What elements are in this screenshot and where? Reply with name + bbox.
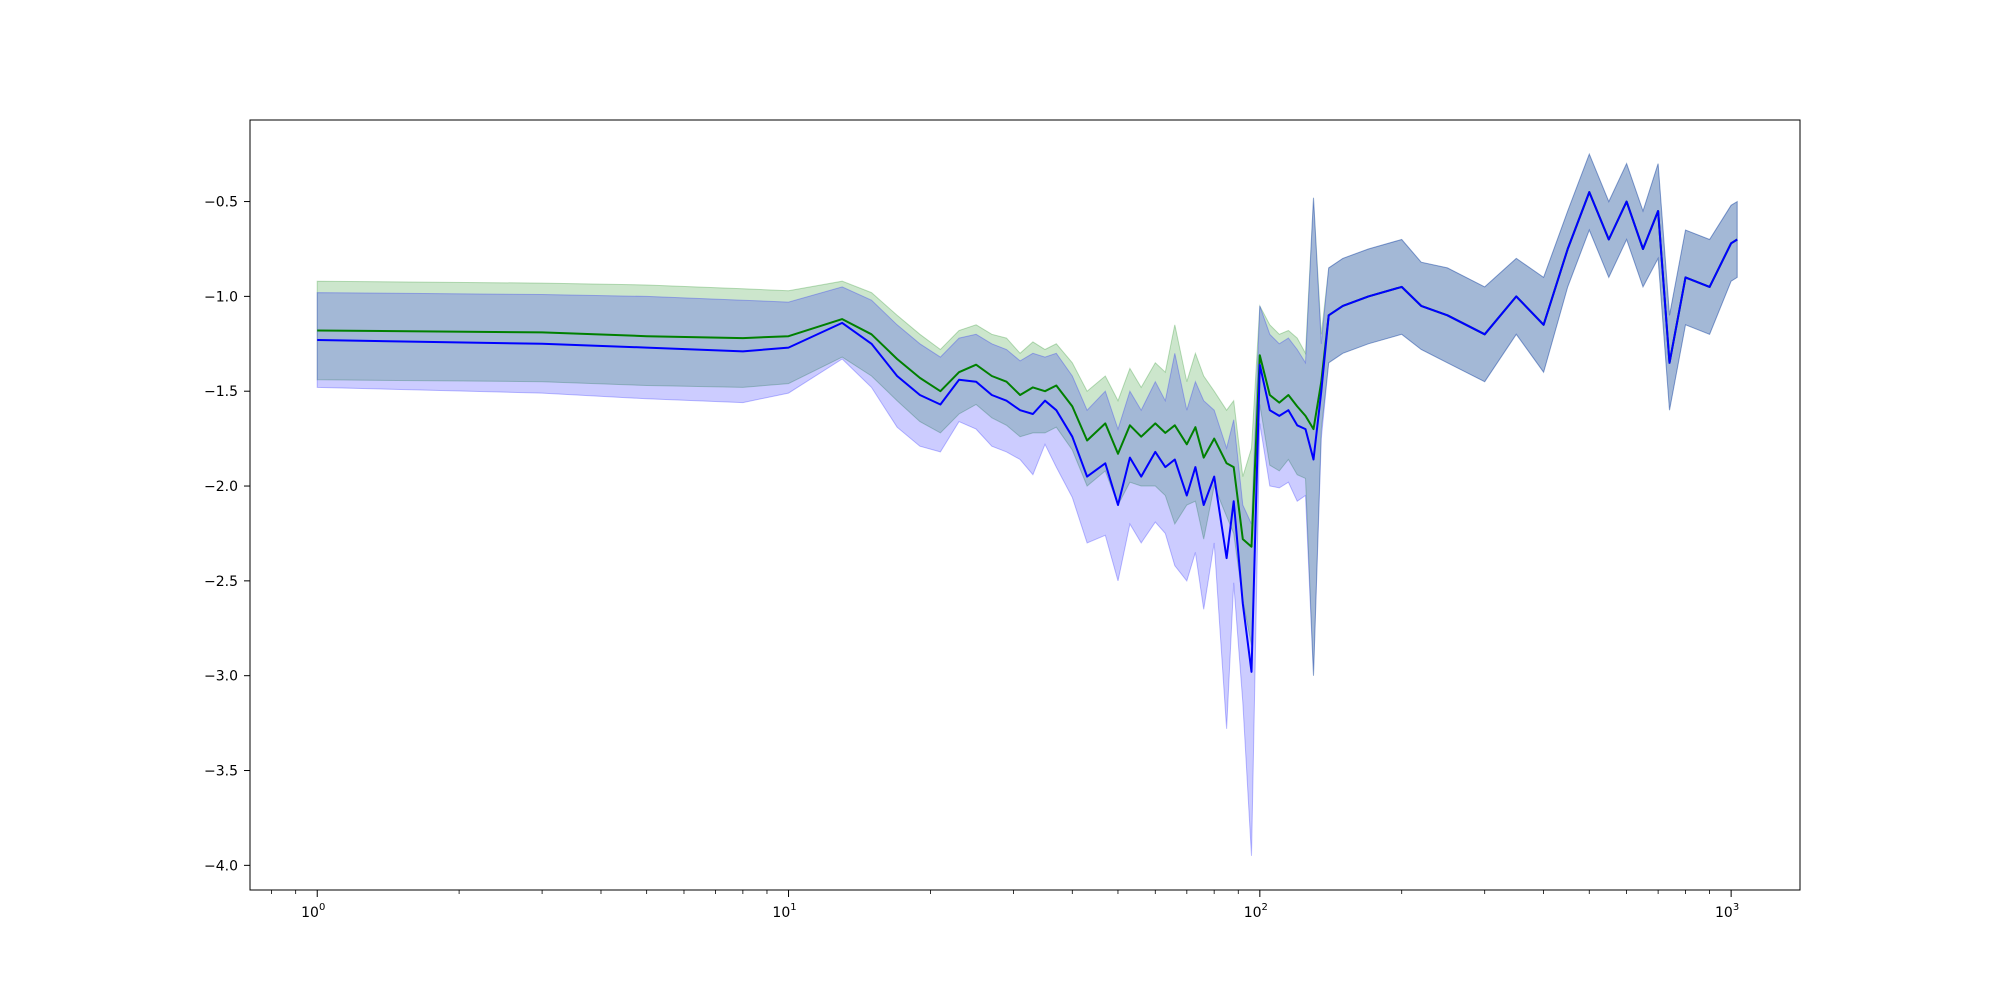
x-tick-exponent: 3 <box>1733 902 1739 913</box>
y-tick-label: −4.0 <box>204 858 238 874</box>
series-2-line <box>317 191 1738 673</box>
y-tick-label: −3.5 <box>204 764 238 780</box>
y-tick-label: −1.5 <box>204 384 238 400</box>
plot-frame <box>249 119 1801 891</box>
x-tick-exponent: 1 <box>790 902 796 913</box>
series-1-band <box>316 152 1738 676</box>
y-tick-label: −2.0 <box>204 479 238 495</box>
x-tick-exponent: 2 <box>1262 902 1268 913</box>
x-tick-exponent: 0 <box>319 902 325 913</box>
y-axis: −0.5 −1.0 −1.5 −2.0 −2.5 −3.0 −3.5 −4.0 <box>204 195 250 874</box>
y-tick-label: −2.5 <box>204 574 238 590</box>
y-tick-label: −1.0 <box>204 289 238 305</box>
series-layer <box>316 152 1738 856</box>
y-tick-label: −0.5 <box>204 195 238 211</box>
series-2-band <box>316 152 1738 856</box>
y-tick-label: −3.0 <box>204 669 238 685</box>
